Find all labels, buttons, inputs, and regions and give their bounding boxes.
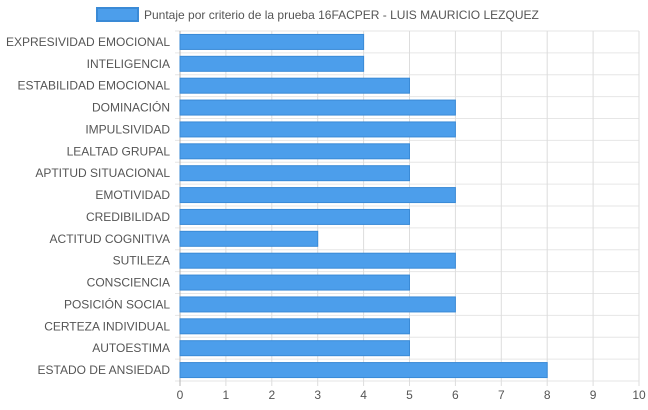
category-label: EMOTIVIDAD (95, 188, 170, 202)
category-label: SUTILEZA (113, 254, 170, 268)
category-label: AUTOESTIMA (92, 341, 170, 355)
bar[interactable] (179, 318, 410, 335)
bar[interactable] (179, 340, 410, 357)
bar[interactable] (179, 362, 548, 379)
category-label: CERTEZA INDIVIDUAL (44, 319, 170, 333)
x-tick-label: 6 (452, 388, 459, 402)
category-label: EXPRESIVIDAD EMOCIONAL (6, 35, 170, 49)
legend-swatch (96, 7, 139, 22)
bar[interactable] (179, 252, 456, 269)
x-tick-label: 0 (177, 388, 184, 402)
x-tick-label: 8 (544, 388, 551, 402)
bar[interactable] (179, 296, 456, 313)
bars-group (179, 33, 548, 379)
bar[interactable] (179, 77, 410, 94)
category-labels: EXPRESIVIDAD EMOCIONAL INTELIGENCIA ESTABI… (6, 35, 170, 377)
bar[interactable] (179, 99, 456, 116)
x-tick-label: 4 (360, 388, 367, 402)
bar[interactable] (179, 187, 456, 204)
bar[interactable] (179, 121, 456, 138)
category-label: INTELIGENCIA (87, 57, 170, 71)
category-label: ESTADO DE ANSIEDAD (38, 363, 171, 377)
bar[interactable] (179, 230, 319, 247)
bar[interactable] (179, 33, 365, 50)
category-label: CONSCIENCIA (87, 276, 170, 290)
category-label: ACTITUD COGNITIVA (50, 232, 170, 246)
x-tick-label: 7 (498, 388, 505, 402)
x-tick-label: 10 (632, 388, 646, 402)
bar[interactable] (179, 55, 365, 72)
chart-legend[interactable]: Puntaje por criterio de la prueba 16FACP… (96, 7, 539, 22)
category-label: POSICIÓN SOCIAL (64, 296, 170, 311)
legend-label: Puntaje por criterio de la prueba 16FACP… (144, 8, 539, 22)
bar[interactable] (179, 165, 410, 182)
category-label: IMPULSIVIDAD (85, 122, 170, 136)
category-label: ESTABILIDAD EMOCIONAL (18, 79, 171, 93)
category-label: CREDIBILIDAD (86, 210, 170, 224)
bar[interactable] (179, 143, 410, 160)
category-label: LEALTAD GRUPAL (67, 144, 171, 158)
x-tick-label: 2 (268, 388, 275, 402)
x-tick-labels: 0 1 2 3 4 5 6 7 8 9 10 (177, 388, 646, 402)
x-tick-label: 9 (590, 388, 597, 402)
x-tick-label: 5 (406, 388, 413, 402)
bar[interactable] (179, 208, 410, 225)
bar[interactable] (179, 274, 410, 291)
x-tick-label: 1 (223, 388, 230, 402)
x-tick-label: 3 (314, 388, 321, 402)
category-label: APTITUD SITUACIONAL (35, 166, 170, 180)
category-label: DOMINACIÓN (92, 100, 170, 115)
